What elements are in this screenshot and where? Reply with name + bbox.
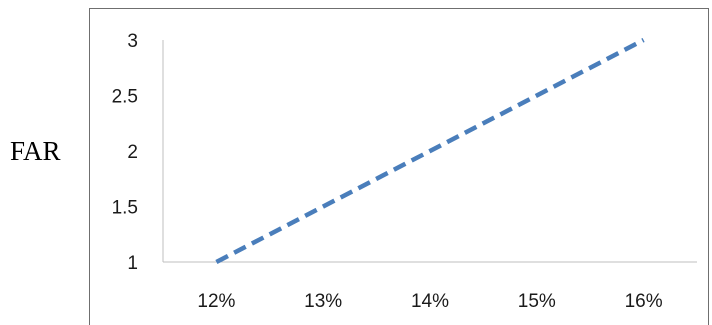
y-tick-label: 3 (127, 31, 138, 52)
series-group (215, 38, 645, 264)
x-tick-label: 12% (197, 291, 235, 312)
y-tick-labels: 1 1.5 2 2.5 3 (112, 31, 138, 274)
x-tick-label: 16% (625, 291, 663, 312)
y-axis-label: FAR (10, 136, 61, 166)
chart-frame (89, 8, 709, 325)
y-tick-label: 2.5 (112, 87, 138, 108)
y-tick-label: 1 (127, 253, 138, 274)
series-line (215, 38, 645, 264)
x-tick-labels: 12% 13% 14% 15% 16% (197, 291, 662, 312)
y-tick-label: 1.5 (112, 198, 138, 219)
x-tick-label: 15% (518, 291, 556, 312)
axes (162, 40, 697, 263)
y-tick-label: 2 (127, 142, 138, 163)
x-tick-label: 14% (411, 291, 449, 312)
x-tick-label: 13% (304, 291, 342, 312)
